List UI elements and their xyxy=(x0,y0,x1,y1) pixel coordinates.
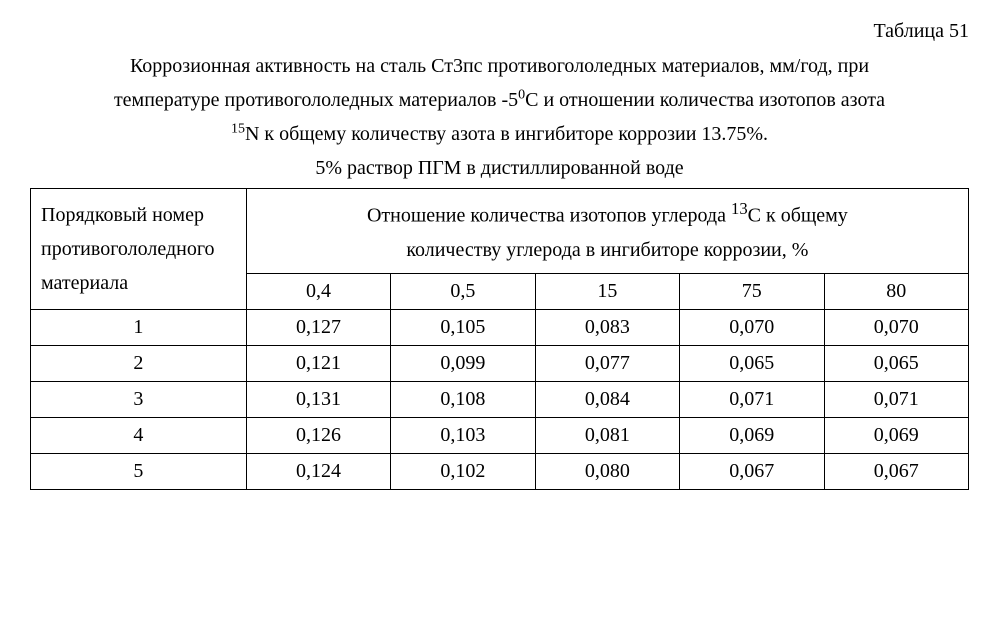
col-0: 0,4 xyxy=(246,273,390,309)
cell: 0,070 xyxy=(824,309,969,345)
cell: 0,071 xyxy=(824,381,969,417)
cell: 0,105 xyxy=(391,309,535,345)
cell: 0,127 xyxy=(246,309,390,345)
cell: 0,069 xyxy=(680,417,824,453)
cell: 0,067 xyxy=(680,453,824,489)
col-3: 75 xyxy=(680,273,824,309)
cell: 0,080 xyxy=(535,453,679,489)
table-row: 2 0,121 0,099 0,077 0,065 0,065 xyxy=(31,345,969,381)
row-header-c: материала xyxy=(41,272,128,294)
caption-sup-n15: 15 xyxy=(231,121,245,136)
caption: Коррозионная активность на сталь Ст3пс п… xyxy=(30,49,969,151)
row-index: 2 xyxy=(31,345,247,381)
row-index: 3 xyxy=(31,381,247,417)
cell: 0,071 xyxy=(680,381,824,417)
cell: 0,103 xyxy=(391,417,535,453)
cell: 0,131 xyxy=(246,381,390,417)
table-header-row-1: Порядковый номер противогололедного мате… xyxy=(31,189,969,274)
cell: 0,065 xyxy=(680,345,824,381)
col-header-sup-c13: 13 xyxy=(731,199,748,218)
cell: 0,083 xyxy=(535,309,679,345)
col-header-top-b: С к общему xyxy=(748,205,848,227)
row-index: 5 xyxy=(31,453,247,489)
table-label: Таблица 51 xyxy=(30,20,969,43)
cell: 0,070 xyxy=(680,309,824,345)
row-index: 1 xyxy=(31,309,247,345)
caption-line2a: температуре противогололедных материалов… xyxy=(114,89,518,111)
cell: 0,065 xyxy=(824,345,969,381)
table-row: 1 0,127 0,105 0,083 0,070 0,070 xyxy=(31,309,969,345)
table-row: 5 0,124 0,102 0,080 0,067 0,067 xyxy=(31,453,969,489)
col-2: 15 xyxy=(535,273,679,309)
row-header-b: противогололедного xyxy=(41,238,215,260)
cell: 0,069 xyxy=(824,417,969,453)
cell: 0,121 xyxy=(246,345,390,381)
caption-line2b: С и отношении количества изотопов азота xyxy=(525,89,885,111)
col-header-top-a: Отношение количества изотопов углерода xyxy=(367,205,731,227)
cell: 0,108 xyxy=(391,381,535,417)
table-row: 3 0,131 0,108 0,084 0,071 0,071 xyxy=(31,381,969,417)
col-header-top-c: количеству углерода в ингибиторе коррози… xyxy=(406,239,808,261)
table-row: 4 0,126 0,103 0,081 0,069 0,069 xyxy=(31,417,969,453)
data-table: Порядковый номер противогололедного мате… xyxy=(30,188,969,490)
cell: 0,077 xyxy=(535,345,679,381)
cell: 0,102 xyxy=(391,453,535,489)
row-header: Порядковый номер противогололедного мате… xyxy=(31,189,247,310)
cell: 0,067 xyxy=(824,453,969,489)
row-index: 4 xyxy=(31,417,247,453)
cell: 0,124 xyxy=(246,453,390,489)
caption-line1: Коррозионная активность на сталь Ст3пс п… xyxy=(130,55,869,77)
col-header-top: Отношение количества изотопов углерода 1… xyxy=(246,189,968,274)
caption-line3a: N к общему количеству азота в ингибиторе… xyxy=(245,123,768,145)
cell: 0,081 xyxy=(535,417,679,453)
row-header-a: Порядковый номер xyxy=(41,204,204,226)
col-4: 80 xyxy=(824,273,969,309)
cell: 0,126 xyxy=(246,417,390,453)
cell: 0,099 xyxy=(391,345,535,381)
cell: 0,084 xyxy=(535,381,679,417)
col-1: 0,5 xyxy=(391,273,535,309)
solution-line: 5% раствор ПГМ в дистиллированной воде xyxy=(30,157,969,180)
